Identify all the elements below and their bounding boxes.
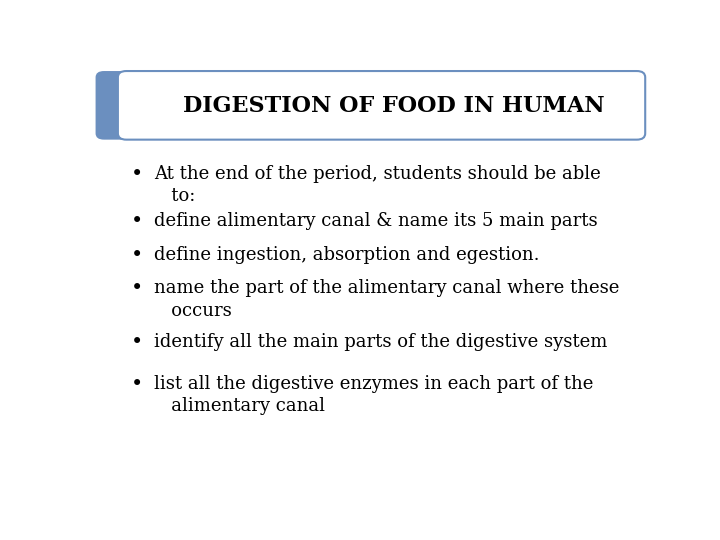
Text: •: •: [131, 333, 143, 352]
Text: •: •: [131, 279, 143, 298]
Text: •: •: [131, 246, 143, 265]
Bar: [123, 73, 152, 138]
FancyBboxPatch shape: [118, 71, 645, 140]
Text: name the part of the alimentary canal where these
   occurs: name the part of the alimentary canal wh…: [154, 279, 619, 320]
Text: •: •: [131, 165, 143, 184]
FancyBboxPatch shape: [96, 71, 154, 140]
Text: list all the digestive enzymes in each part of the
   alimentary canal: list all the digestive enzymes in each p…: [154, 375, 593, 415]
Text: define ingestion, absorption and egestion.: define ingestion, absorption and egestio…: [154, 246, 540, 264]
Text: At the end of the period, students should be able
   to:: At the end of the period, students shoul…: [154, 165, 601, 206]
Text: •: •: [131, 375, 143, 394]
Text: define alimentary canal & name its 5 main parts: define alimentary canal & name its 5 mai…: [154, 212, 598, 231]
Text: identify all the main parts of the digestive system: identify all the main parts of the diges…: [154, 333, 608, 351]
Text: DIGESTION OF FOOD IN HUMAN: DIGESTION OF FOOD IN HUMAN: [184, 94, 605, 117]
Text: •: •: [131, 212, 143, 232]
